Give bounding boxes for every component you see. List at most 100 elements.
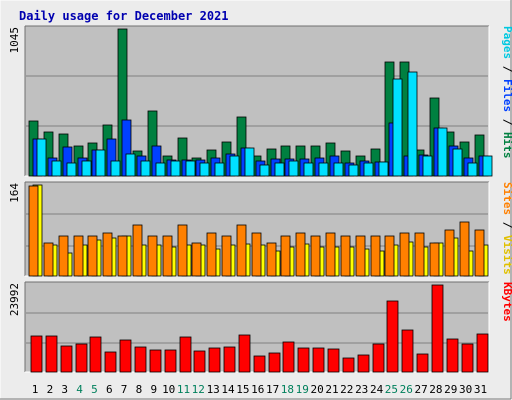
x-tick-label-day-22: 22: [340, 383, 353, 396]
x-tick-label-day-16: 16: [251, 383, 264, 396]
bar-kbytes-day-27: [416, 353, 429, 373]
chart-panels: 1045 Pages / Files / Hits 164 Sites / Visit…: [8, 25, 512, 373]
legend-hits: Pages / Files / Hits: [501, 26, 512, 159]
bar-sites-day-20: [310, 235, 321, 277]
bar-pages-day-6: [110, 160, 121, 177]
bar-pages-day-11: [185, 160, 196, 177]
bar-pages-day-8: [140, 160, 151, 177]
bar-kbytes-day-7: [119, 339, 132, 373]
x-tick-label-day-28: 28: [429, 383, 442, 396]
x-tick-label-day-30: 30: [459, 383, 472, 396]
x-tick-label-day-7: 7: [121, 383, 128, 396]
bar-sites-day-12: [191, 242, 202, 277]
x-tick-label-day-19: 19: [296, 383, 309, 396]
bar-kbytes-day-30: [461, 343, 474, 373]
bar-pages-day-31: [482, 155, 493, 177]
bar-kbytes-day-2: [45, 335, 58, 373]
bar-sites-day-24: [370, 235, 381, 277]
y-max-label-visits: 164: [8, 183, 21, 203]
bar-sites-day-9: [147, 235, 158, 277]
bar-pages-day-27: [422, 155, 433, 177]
series-pages: [36, 71, 493, 177]
bar-pages-day-20: [318, 162, 329, 177]
x-tick-label-day-10: 10: [162, 383, 175, 396]
x-tick-label-day-27: 27: [414, 383, 427, 396]
bar-kbytes-day-22: [342, 357, 355, 373]
x-tick-label-day-20: 20: [310, 383, 323, 396]
x-tick-label-day-1: 1: [32, 383, 39, 396]
x-tick-label-day-8: 8: [136, 383, 143, 396]
bar-pages-day-30: [467, 162, 478, 177]
bar-kbytes-day-31: [476, 333, 489, 373]
bar-pages-day-24: [378, 161, 389, 177]
bar-pages-day-13: [214, 162, 225, 177]
bar-sites-day-7: [117, 235, 128, 277]
bar-pages-day-1: [36, 138, 47, 177]
legend-kbytes: KBytes: [501, 282, 512, 322]
bar-pages-day-22: [348, 164, 359, 177]
bar-sites-day-2: [43, 242, 54, 277]
bar-kbytes-day-26: [401, 329, 414, 373]
bar-pages-day-19: [303, 162, 314, 177]
bar-pages-day-18: [288, 160, 299, 177]
bar-sites-day-18: [280, 235, 291, 277]
bar-sites-day-22: [340, 235, 351, 277]
bar-sites-day-6: [102, 232, 113, 277]
x-tick-label-day-25: 25: [385, 383, 398, 396]
bar-kbytes-day-29: [446, 338, 459, 373]
bar-kbytes-day-4: [75, 343, 88, 373]
bar-pages-day-16: [259, 164, 270, 177]
x-axis-tick-labels: 1 2 3 4 5 6 7 8 9 10 11 12 13 14 15 16 17 18 19 20 21 22 23 24 2…: [32, 383, 487, 396]
bar-pages-day-9: [155, 162, 166, 177]
bar-kbytes-day-28: [431, 284, 444, 373]
x-tick-label-day-23: 23: [355, 383, 368, 396]
x-tick-label-day-4: 4: [76, 383, 83, 396]
x-tick-label-day-17: 17: [266, 383, 279, 396]
bar-kbytes-day-25: [386, 300, 399, 373]
x-tick-label-day-31: 31: [474, 383, 487, 396]
bar-pages-day-15: [244, 147, 255, 177]
y-max-label-kbytes: 23992: [8, 283, 21, 316]
bar-pages-day-25: [392, 78, 403, 177]
bar-pages-day-10: [170, 160, 181, 177]
x-tick-label-day-2: 2: [47, 383, 54, 396]
bar-pages-day-5: [95, 149, 106, 177]
bar-pages-day-12: [199, 162, 210, 177]
x-tick-label-day-12: 12: [192, 383, 205, 396]
bar-sites-day-31: [474, 229, 485, 277]
bar-sites-day-26: [399, 232, 410, 277]
bar-kbytes-day-18: [282, 341, 295, 373]
x-tick-label-day-3: 3: [61, 383, 68, 396]
bar-pages-day-23: [363, 162, 374, 177]
bar-sites-day-17: [266, 242, 277, 277]
chart-title: Daily usage for December 2021: [19, 9, 229, 23]
bar-sites-day-25: [384, 235, 395, 277]
bar-sites-day-11: [177, 224, 188, 277]
legend-visits: Sites / Visits: [501, 182, 512, 275]
bar-pages-day-7: [125, 153, 136, 177]
bar-sites-day-14: [221, 235, 232, 277]
panel-visits: 164 Sites / Visits: [8, 181, 512, 277]
bar-pages-day-2: [51, 160, 62, 177]
bar-sites-day-16: [251, 232, 262, 277]
bar-kbytes-day-16: [253, 355, 266, 373]
series-sites: [28, 185, 485, 277]
x-tick-label-day-11: 11: [177, 383, 190, 396]
x-tick-label-day-9: 9: [150, 383, 157, 396]
bar-sites-day-8: [132, 224, 143, 277]
bar-kbytes-day-15: [238, 334, 251, 373]
bar-sites-day-28: [429, 242, 440, 277]
bar-kbytes-day-3: [60, 345, 73, 373]
bar-pages-day-26: [407, 71, 418, 177]
x-tick-label-day-15: 15: [236, 383, 249, 396]
series-kbytes: [30, 284, 489, 373]
x-tick-label-day-18: 18: [281, 383, 294, 396]
x-tick-label-day-14: 14: [221, 383, 235, 396]
bar-kbytes-day-11: [179, 336, 192, 373]
y-max-label-hits: 1045: [8, 27, 21, 54]
bar-sites-day-27: [414, 232, 425, 277]
bar-kbytes-day-14: [223, 346, 236, 373]
bar-kbytes-day-20: [312, 347, 325, 373]
bar-kbytes-day-9: [149, 349, 162, 373]
